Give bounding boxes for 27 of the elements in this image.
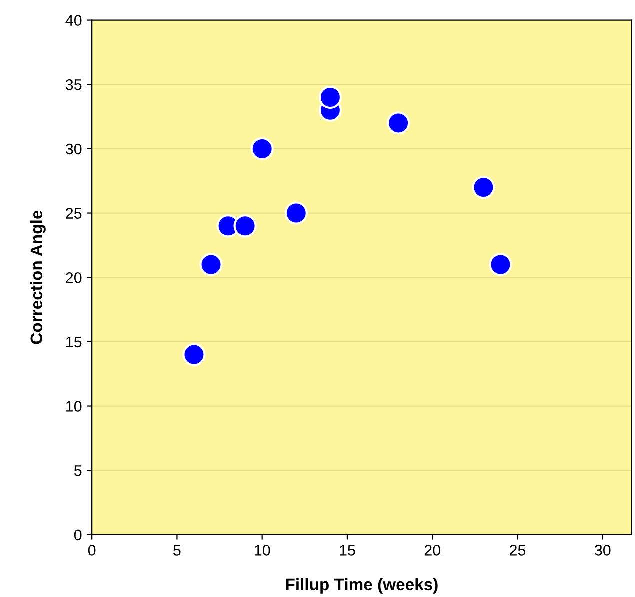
- x-tick-label: 30: [594, 545, 611, 556]
- point: [489, 253, 512, 276]
- y-tick-label: 5: [74, 466, 82, 476]
- point: [386, 112, 410, 135]
- point: [318, 86, 342, 110]
- point: [182, 343, 206, 366]
- point: [200, 253, 223, 276]
- y-tick-label: 20: [66, 272, 82, 284]
- point: [284, 202, 308, 225]
- point: [234, 214, 257, 238]
- x-tick-label: 5: [174, 545, 181, 556]
- x-tick-label: 20: [424, 545, 441, 556]
- y-tick-label: 0: [74, 530, 82, 541]
- point: [250, 137, 274, 161]
- y-axis-title: Correction Angle: [30, 210, 46, 344]
- y-tick-label: 10: [66, 401, 82, 412]
- x-tick-label: 15: [340, 545, 356, 556]
- point: [472, 176, 496, 200]
- x-tick-label: 0: [88, 545, 96, 556]
- x-tick-label: 25: [510, 545, 526, 556]
- y-tick-label: 15: [66, 336, 82, 348]
- y-tick-label: 25: [66, 208, 82, 219]
- y-tick-label: 40: [66, 15, 82, 26]
- x-axis-title: Fillup Time (weeks): [286, 578, 438, 594]
- y-tick-label: 30: [66, 144, 82, 155]
- y-tick-label: 35: [66, 79, 82, 90]
- x-tick-label: 10: [255, 545, 270, 556]
